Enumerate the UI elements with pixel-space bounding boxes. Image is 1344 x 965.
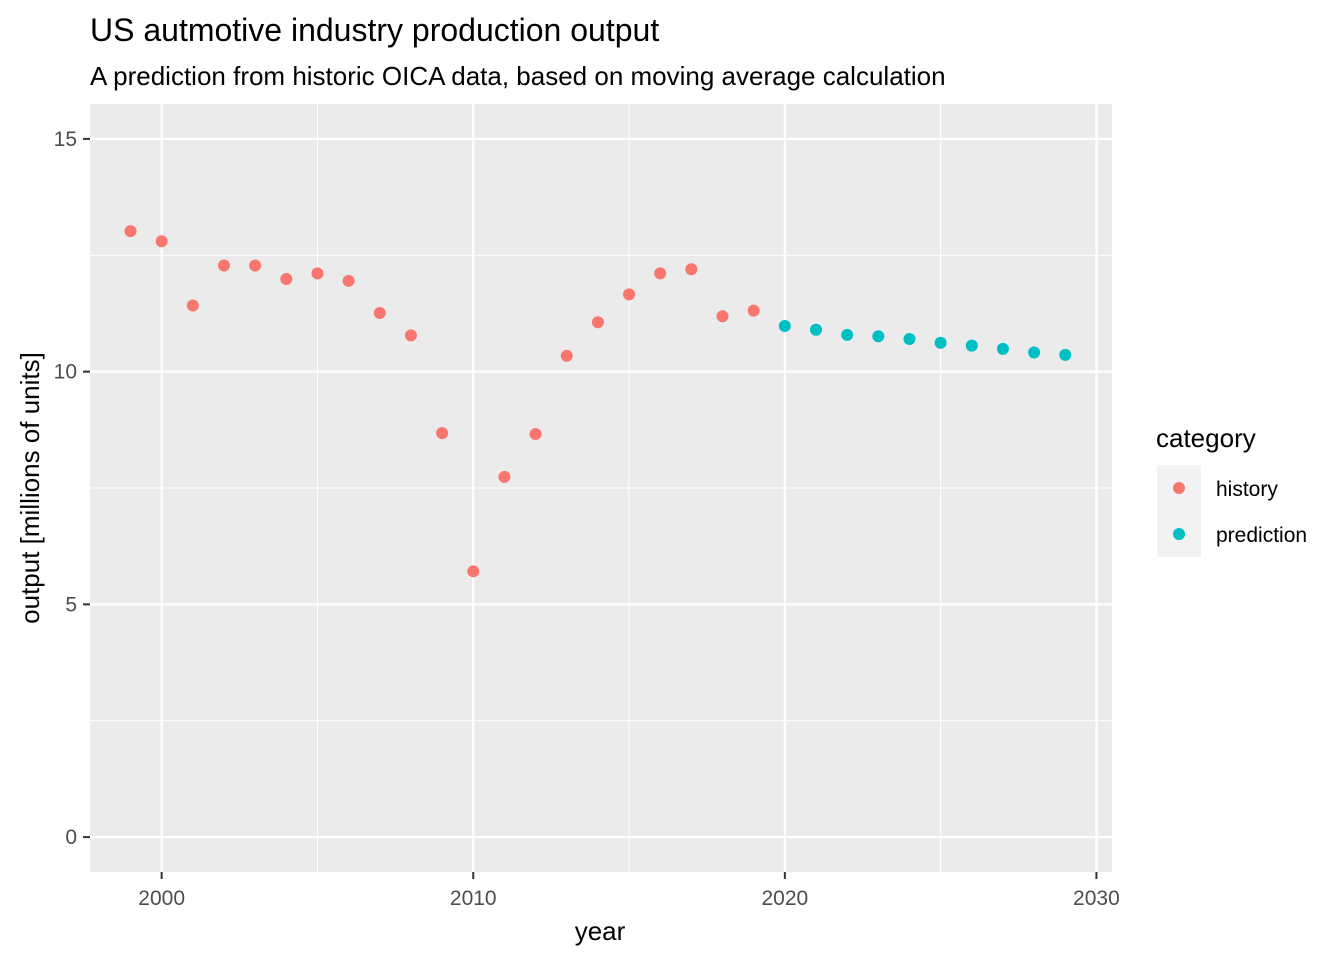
- x-axis-title: year: [575, 916, 626, 946]
- legend-label-history: history: [1216, 478, 1278, 501]
- data-point-prediction: [841, 328, 854, 341]
- data-point-prediction: [872, 330, 885, 343]
- data-point-history: [436, 427, 449, 440]
- data-point-history: [373, 306, 386, 319]
- data-point-history: [249, 259, 262, 272]
- data-point-prediction: [934, 336, 947, 349]
- x-tick-label: 2000: [138, 887, 185, 910]
- chart-title: US autmotive industry production output: [90, 12, 659, 48]
- data-point-history: [124, 225, 137, 238]
- data-point-history: [747, 304, 760, 317]
- data-point-history: [186, 299, 199, 312]
- series-prediction: [778, 320, 1072, 361]
- data-points: [124, 225, 1072, 578]
- data-point-prediction: [778, 320, 791, 333]
- y-tick-label: 15: [54, 128, 77, 151]
- data-point-history: [467, 565, 480, 578]
- data-point-history: [654, 267, 667, 280]
- y-axis-tick-labels: 0 5 10 15: [54, 128, 77, 849]
- x-axis-tick-labels: 2000 2010 2020 2030: [138, 887, 1119, 910]
- data-point-history: [560, 349, 573, 362]
- data-point-prediction: [809, 323, 822, 336]
- data-point-prediction: [903, 333, 916, 346]
- x-tick-label: 2020: [761, 887, 808, 910]
- legend-key-prediction: [1173, 528, 1185, 540]
- legend-label-prediction: prediction: [1216, 524, 1307, 547]
- series-history: [124, 225, 760, 578]
- data-point-history: [685, 263, 698, 276]
- axis-ticks: [83, 137, 1098, 879]
- y-tick-label: 0: [65, 826, 77, 849]
- legend-key-history: [1173, 482, 1185, 494]
- data-point-history: [311, 267, 324, 280]
- y-tick-label: 5: [65, 593, 77, 616]
- data-point-prediction: [1028, 346, 1041, 359]
- data-point-history: [217, 259, 230, 272]
- x-tick-label: 2030: [1073, 887, 1120, 910]
- legend-entries: history prediction: [1157, 465, 1307, 557]
- legend: category history prediction: [1156, 423, 1307, 557]
- chart-subtitle: A prediction from historic OICA data, ba…: [90, 61, 946, 91]
- data-point-prediction: [1059, 348, 1072, 361]
- data-point-history: [342, 274, 355, 287]
- x-tick-label: 2010: [450, 887, 497, 910]
- major-gridlines: [90, 104, 1112, 872]
- y-axis-title: output [millions of units]: [15, 352, 45, 624]
- data-point-prediction: [965, 339, 978, 352]
- data-point-history: [591, 316, 604, 329]
- data-point-history: [623, 288, 636, 301]
- minor-gridlines: [90, 104, 1112, 872]
- data-point-history: [280, 273, 293, 286]
- legend-title: category: [1156, 423, 1256, 453]
- y-tick-label: 10: [54, 361, 77, 384]
- data-point-history: [529, 428, 542, 441]
- data-point-prediction: [996, 342, 1009, 355]
- data-point-history: [155, 235, 168, 248]
- data-point-history: [404, 329, 417, 342]
- data-point-history: [498, 470, 511, 483]
- data-point-history: [716, 310, 729, 323]
